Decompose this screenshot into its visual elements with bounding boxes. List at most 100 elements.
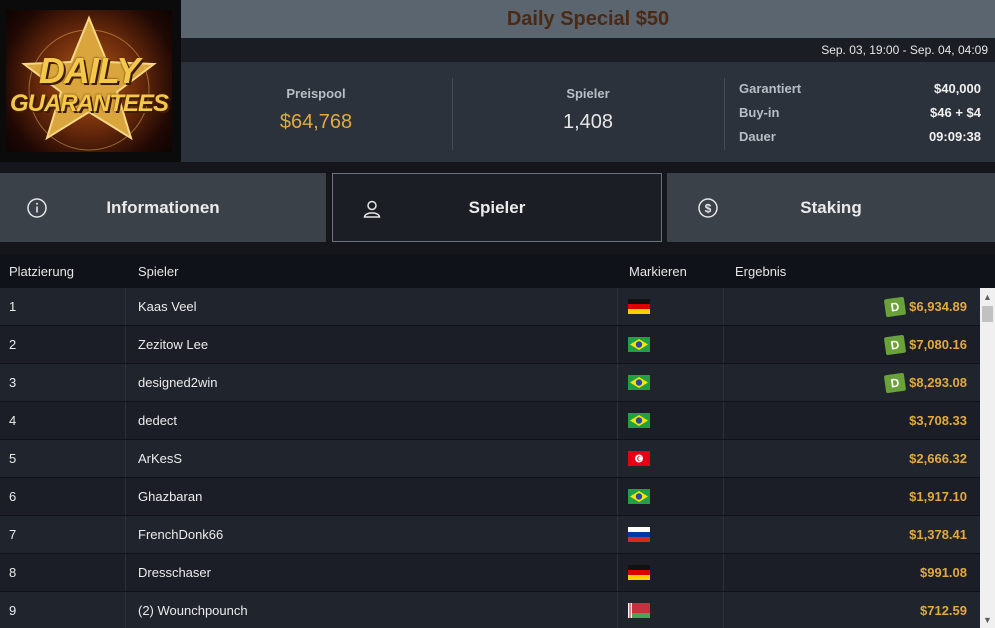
flag-cell <box>628 326 650 363</box>
column-divider <box>617 402 618 439</box>
result-value: $2,666.32 <box>909 451 967 466</box>
brazil-flag-icon <box>628 489 650 504</box>
header-flag[interactable]: Markieren <box>629 264 687 279</box>
scroll-up-arrow-icon[interactable]: ▲ <box>983 291 992 302</box>
player-name[interactable]: Zezitow Lee <box>138 337 209 352</box>
player-name[interactable]: designed2win <box>138 375 218 390</box>
flag-cell <box>628 288 650 325</box>
players-box: Spieler 1,408 <box>453 78 723 150</box>
user-icon <box>363 200 381 218</box>
belarus-flag-icon <box>628 603 650 618</box>
scrollbar[interactable]: ▲ ▼ <box>980 288 995 628</box>
column-divider <box>125 288 126 325</box>
table-row[interactable]: 9 (2) Wounchpounch $712.59 <box>0 592 980 628</box>
player-name[interactable]: Ghazbaran <box>138 489 203 504</box>
brazil-flag-icon <box>628 413 650 428</box>
tunisia-flag-icon <box>628 451 650 466</box>
dollar-icon: $ <box>698 198 718 218</box>
player-name[interactable]: FrenchDonk66 <box>138 527 224 542</box>
deal-flag-icon: D <box>884 372 907 393</box>
duration-value: 09:09:38 <box>928 129 981 144</box>
result-cell: $1,917.10 <box>909 478 967 515</box>
tournament-title-bar: Daily Special $50 <box>181 0 995 38</box>
result-value: $7,080.16 <box>909 337 967 352</box>
player-name[interactable]: Kaas Veel <box>138 299 197 314</box>
table-row[interactable]: 1 Kaas Veel D $6,934.89 <box>0 288 980 326</box>
svg-text:$: $ <box>705 202 712 216</box>
germany-flag-icon <box>628 565 650 580</box>
table-row[interactable]: 8 Dresschaser $991.08 <box>0 554 980 592</box>
placement-cell: 4 <box>9 413 17 428</box>
buyin-label: Buy-in <box>739 105 780 120</box>
prizepool-value: $64,768 <box>279 111 353 133</box>
tournament-title: Daily Special $50 <box>506 7 670 30</box>
tab-label: Spieler <box>468 197 526 217</box>
duration-row: Dauer 09:09:38 <box>739 129 981 144</box>
result-value: $1,378.41 <box>909 527 967 542</box>
column-divider <box>617 326 618 363</box>
flag-cell <box>628 402 650 439</box>
column-divider <box>617 288 618 325</box>
tab-label: Staking <box>800 197 862 217</box>
info-icon <box>27 198 47 218</box>
header-player[interactable]: Spieler <box>138 264 179 279</box>
column-divider <box>723 478 724 515</box>
player-name[interactable]: Dresschaser <box>138 565 211 580</box>
buyin-row: Buy-in $46 + $4 <box>739 105 981 120</box>
scroll-down-arrow-icon[interactable]: ▼ <box>983 614 992 625</box>
placement-cell: 5 <box>9 451 17 466</box>
column-divider <box>617 364 618 401</box>
table-row[interactable]: 2 Zezitow Lee D $7,080.16 <box>0 326 980 364</box>
tab-label: Informationen <box>106 197 220 217</box>
column-divider <box>617 478 618 515</box>
player-name[interactable]: (2) Wounchpounch <box>138 603 248 618</box>
table-row[interactable]: 6 Ghazbaran $1,917.10 <box>0 478 980 516</box>
result-cell: D $8,293.08 <box>884 364 967 401</box>
column-divider <box>723 364 724 401</box>
table-row[interactable]: 4 dedect $3,708.33 <box>0 402 980 440</box>
brazil-flag-icon <box>628 337 650 352</box>
column-divider <box>723 402 724 439</box>
header-result[interactable]: Ergebnis <box>735 264 787 279</box>
logo-text-daily: DAILY <box>38 50 140 91</box>
column-divider <box>723 516 724 553</box>
column-divider <box>125 554 126 591</box>
brazil-flag-icon <box>628 375 650 390</box>
scroll-thumb[interactable] <box>982 306 993 322</box>
tab-staking[interactable]: $ Staking <box>667 173 995 242</box>
placement-cell: 2 <box>9 337 17 352</box>
column-divider <box>125 326 126 363</box>
result-value: $1,917.10 <box>909 489 967 504</box>
duration-label: Dauer <box>739 129 776 144</box>
table-row[interactable]: 7 FrenchDonk66 $1,378.41 <box>0 516 980 554</box>
flag-cell <box>628 478 650 515</box>
result-cell: $1,378.41 <box>909 516 967 553</box>
header-placement[interactable]: Platzierung <box>9 264 75 279</box>
player-name[interactable]: dedect <box>138 413 178 428</box>
tab-spieler[interactable]: Spieler <box>332 173 662 242</box>
tab-informationen[interactable]: Informationen <box>0 173 326 242</box>
column-divider <box>617 592 618 628</box>
result-cell: $991.08 <box>920 554 967 591</box>
table-row[interactable]: 3 designed2win D $8,293.08 <box>0 364 980 402</box>
stats-panel: Preispool $64,768 Spieler 1,408 Garantie… <box>181 62 995 162</box>
table-row[interactable]: 5 ArKesS $2,666.32 <box>0 440 980 478</box>
column-divider <box>723 288 724 325</box>
column-divider <box>617 516 618 553</box>
column-divider <box>617 554 618 591</box>
result-value: $991.08 <box>920 565 967 580</box>
placement-cell: 6 <box>9 489 17 504</box>
table-header: Platzierung Spieler Markieren Ergebnis <box>0 254 995 288</box>
column-divider <box>617 440 618 477</box>
column-divider <box>723 440 724 477</box>
buyin-value: $46 + $4 <box>930 105 981 120</box>
player-name[interactable]: ArKesS <box>138 451 183 466</box>
divider <box>452 78 453 150</box>
column-divider <box>125 478 126 515</box>
placement-cell: 7 <box>9 527 17 542</box>
placement-cell: 3 <box>9 375 17 390</box>
divider <box>724 78 725 150</box>
placement-cell: 9 <box>9 603 17 618</box>
column-divider <box>723 326 724 363</box>
prizepool-box: Preispool $64,768 <box>181 78 451 150</box>
